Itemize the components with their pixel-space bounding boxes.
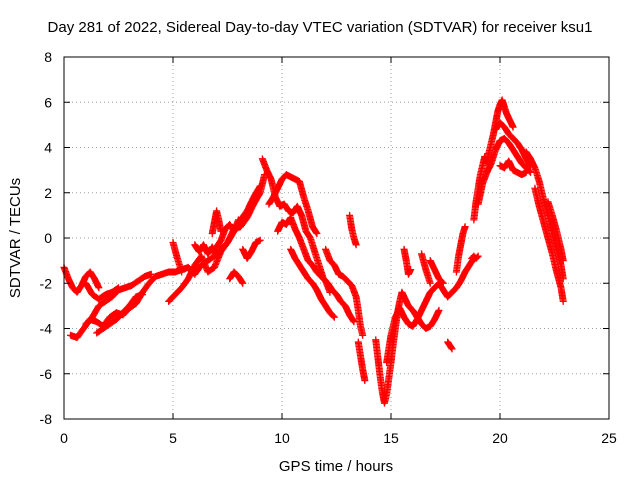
series-31-markers	[522, 148, 567, 283]
series-13-markers	[265, 171, 321, 237]
series-23	[426, 257, 447, 287]
series-11	[239, 236, 264, 262]
series-24-markers	[444, 338, 456, 353]
series-12-markers	[258, 155, 358, 326]
series-17	[346, 211, 360, 249]
series-28-markers	[474, 134, 535, 208]
series-8-markers	[208, 207, 225, 237]
grid-lines	[64, 57, 609, 419]
series-32-markers	[531, 184, 567, 305]
series-3-markers	[82, 279, 122, 303]
series-32	[531, 184, 567, 305]
y-tick-label: 0	[44, 230, 52, 246]
series-7-markers	[191, 241, 221, 260]
series-4-markers	[93, 291, 146, 337]
series-24	[444, 338, 456, 353]
y-axis-label: SDTVAR / TECUs	[7, 178, 24, 298]
x-tick-label: 5	[169, 430, 177, 446]
y-tick-label: -8	[40, 411, 53, 427]
series-20-markers	[383, 254, 478, 366]
y-tick-label: -6	[40, 366, 53, 382]
series-22	[418, 250, 434, 287]
series-9-markers	[213, 216, 242, 251]
series-19-markers	[372, 288, 443, 407]
series-6	[169, 239, 186, 276]
y-tick-label: -2	[40, 275, 53, 291]
x-tick-label: 15	[383, 430, 399, 446]
series-15-markers	[287, 245, 338, 321]
series-10-markers	[226, 268, 247, 287]
series-8	[208, 207, 225, 237]
series-33	[544, 198, 567, 265]
series-16	[322, 245, 367, 339]
series-22-markers	[418, 250, 434, 287]
series-9	[213, 216, 242, 251]
series-16-markers	[322, 245, 367, 339]
series-3	[82, 279, 122, 303]
series-18	[354, 338, 369, 385]
series-1	[67, 182, 264, 342]
series-7	[191, 241, 221, 260]
series-10	[226, 268, 247, 287]
y-tick-label: 4	[44, 140, 52, 156]
series-11-markers	[239, 236, 264, 262]
series-21	[400, 245, 415, 278]
series-15	[287, 245, 338, 321]
series-14-markers	[274, 214, 334, 296]
series-23-markers	[426, 257, 447, 287]
x-tick-label: 20	[492, 430, 508, 446]
y-tick-label: -4	[40, 321, 53, 337]
data-points	[60, 96, 567, 407]
series-21-markers	[400, 245, 415, 278]
series-0	[60, 263, 103, 296]
y-tick-label: 8	[44, 49, 52, 65]
series-30-markers	[496, 157, 530, 179]
y-tick-label: 2	[44, 185, 52, 201]
series-25-markers	[452, 223, 469, 276]
x-tick-label: 10	[274, 430, 290, 446]
series-4	[93, 291, 146, 337]
series-30	[496, 157, 530, 179]
series-17-markers	[346, 211, 360, 249]
series-19	[372, 288, 443, 407]
series-26-markers	[468, 252, 482, 262]
series-14	[274, 214, 334, 296]
series-13	[265, 171, 321, 237]
x-axis-label: GPS time / hours	[279, 458, 393, 475]
series-0-markers	[60, 263, 103, 296]
series-12	[258, 155, 358, 326]
x-tick-label: 0	[60, 430, 68, 446]
series-20	[383, 254, 478, 366]
series-18-markers	[354, 338, 369, 385]
series-28	[474, 134, 535, 208]
series-25	[452, 223, 469, 276]
series-33-markers	[544, 198, 567, 265]
series-26	[468, 252, 482, 262]
chart-title: Day 281 of 2022, Sidereal Day-to-day VTE…	[48, 19, 593, 36]
x-tick-label: 25	[601, 430, 617, 446]
y-tick-label: 6	[44, 94, 52, 110]
series-6-markers	[169, 239, 186, 276]
series-1-markers	[67, 182, 264, 342]
axis-ticks: 0 5 10 15 20 25 -8 -6 -4 -2 0 2 4 6 8	[40, 49, 617, 446]
series-31	[522, 148, 567, 283]
